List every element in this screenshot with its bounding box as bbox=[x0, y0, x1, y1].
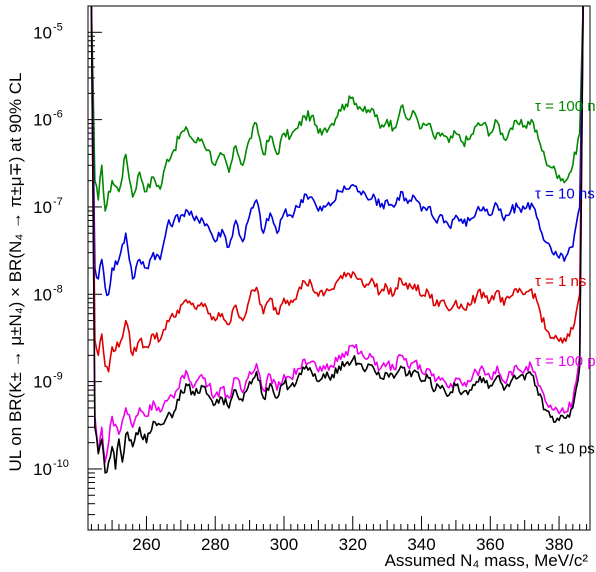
y-tick-label: 10 bbox=[33, 198, 52, 217]
x-tick-label: 360 bbox=[476, 535, 504, 554]
series-label: τ < 10 ps bbox=[535, 441, 595, 458]
series-label: τ = 100 ns bbox=[535, 98, 596, 115]
y-tick-exponent: -9 bbox=[53, 371, 63, 383]
y-tick-label: 10 bbox=[33, 23, 52, 42]
x-tick-label: 340 bbox=[407, 535, 435, 554]
series-line bbox=[90, 5, 584, 373]
y-tick-exponent: -5 bbox=[53, 21, 63, 33]
series-line bbox=[90, 5, 584, 463]
x-tick-label: 280 bbox=[201, 535, 229, 554]
plot-frame bbox=[87, 5, 591, 531]
series-label: τ = 10 ns bbox=[535, 185, 595, 202]
series-labels: τ = 100 ns τ = 10 ns τ = 1 ns τ = 100 ps τ <… bbox=[535, 98, 596, 457]
x-tick-label: 260 bbox=[132, 535, 160, 554]
y-tick-label: 10 bbox=[33, 111, 52, 130]
y-tick-label: 10 bbox=[33, 285, 52, 304]
y-tick-exponent: -10 bbox=[53, 458, 69, 470]
series-line bbox=[90, 5, 584, 297]
x-axis-title: Assumed N₄ mass, MeV/c² bbox=[385, 551, 589, 570]
y-tick-exponent: -7 bbox=[53, 196, 63, 208]
series-line bbox=[90, 5, 584, 474]
y-tick-exponent: -8 bbox=[53, 283, 63, 295]
y-tick-label: 10 bbox=[33, 460, 52, 479]
y-axis-title: UL on BR(K± → μ±N₄) × BR(N₄ → π±μ∓) at 9… bbox=[6, 72, 25, 471]
series-line bbox=[90, 5, 584, 212]
x-tick-label: 380 bbox=[545, 535, 573, 554]
x-tick-label: 300 bbox=[270, 535, 298, 554]
series-label: τ = 1 ns bbox=[535, 273, 586, 290]
y-tick-label: 10 bbox=[33, 373, 52, 392]
y-tick-exponent: -6 bbox=[53, 109, 63, 121]
series-label: τ = 100 ps bbox=[535, 353, 596, 370]
x-tick-label: 320 bbox=[339, 535, 367, 554]
series-lines bbox=[90, 5, 584, 474]
x-axis-ticks: 260 280 300 320 340 360 380 bbox=[90, 516, 588, 554]
